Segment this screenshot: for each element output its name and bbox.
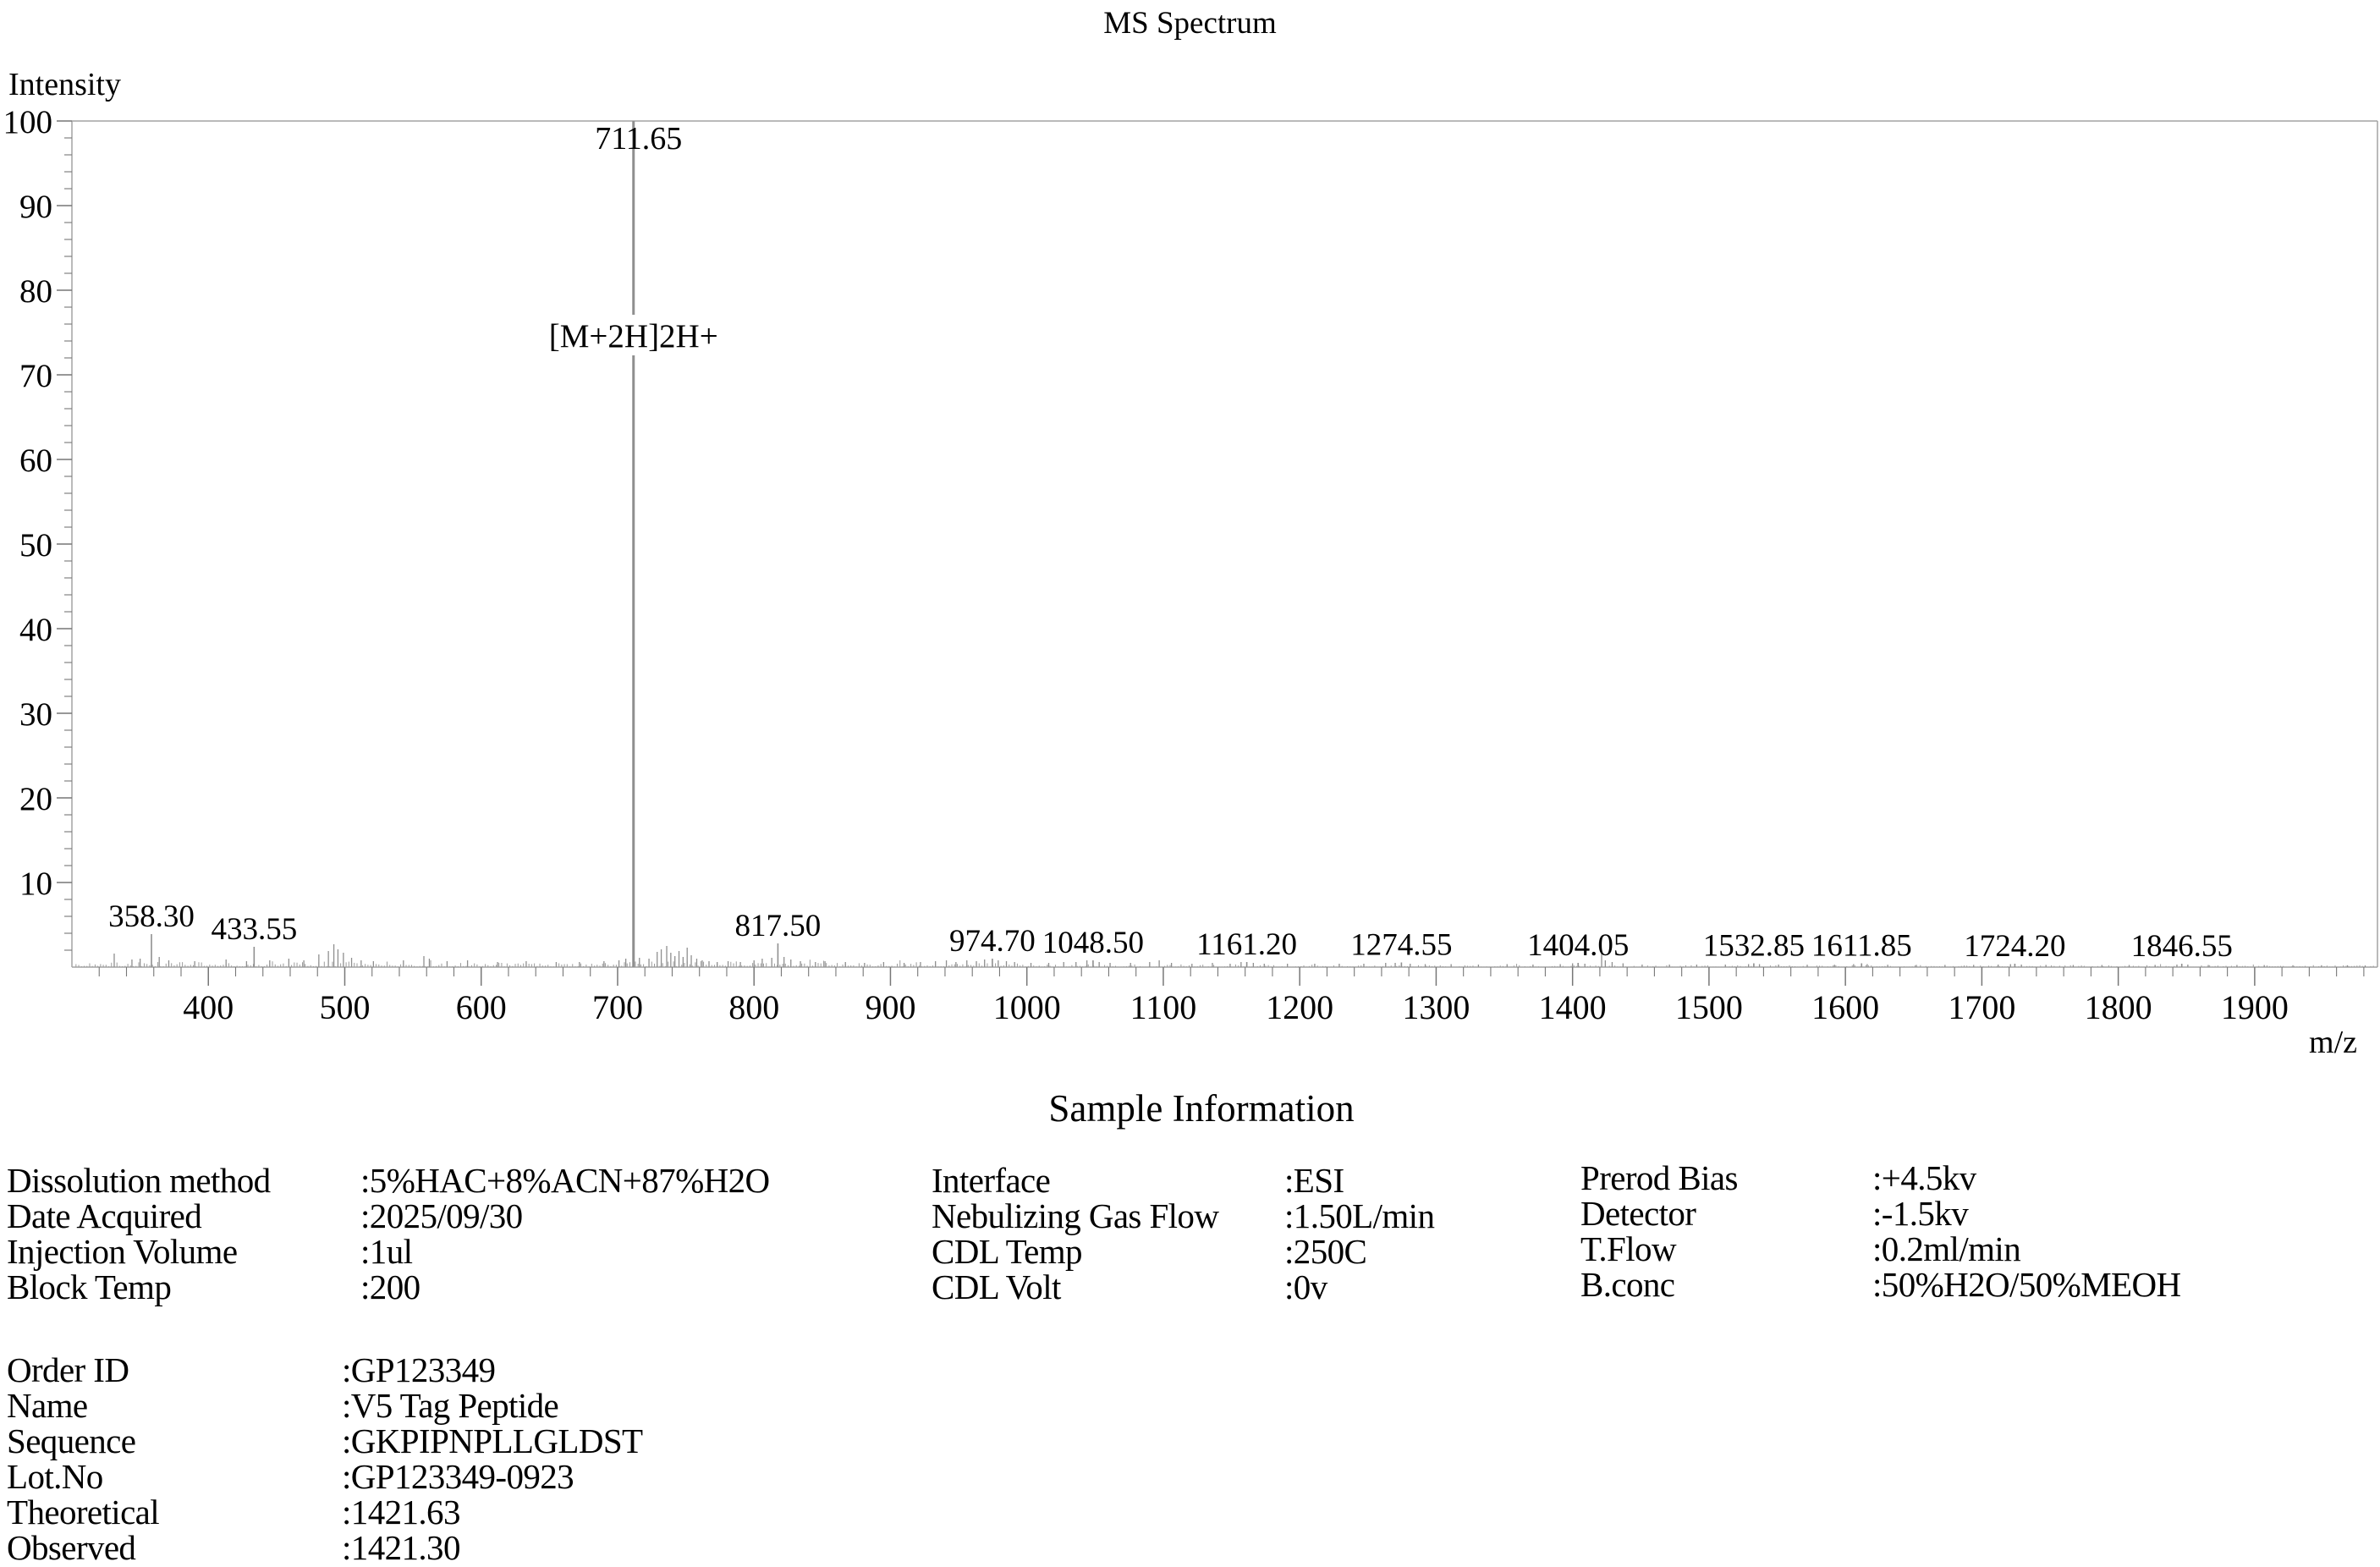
info-label: Injection Volume xyxy=(7,1232,238,1271)
y-tick-label: 10 xyxy=(19,866,52,902)
info-label: T.Flow xyxy=(1580,1229,1677,1268)
x-tick-label: 900 xyxy=(865,988,915,1026)
y-tick-label: 60 xyxy=(19,443,52,479)
y-tick-label: 50 xyxy=(19,527,52,564)
x-tick-label: 1900 xyxy=(2221,988,2289,1026)
info-value: :V5 Tag Peptide xyxy=(342,1386,559,1425)
info-label: Theoretical xyxy=(7,1493,160,1531)
info-label: Nebulizing Gas Flow xyxy=(932,1196,1219,1235)
unlabeled-peaks xyxy=(113,944,2366,967)
info-label: Prerod Bias xyxy=(1580,1158,1738,1197)
info-label: B.conc xyxy=(1580,1265,1675,1304)
x-tick-label: 1700 xyxy=(1948,988,2015,1026)
peak-label: 1846.55 xyxy=(2131,929,2233,964)
sample-info-heading: Sample Information xyxy=(1048,1087,1355,1130)
charge-annotation-label: [M+2H]2H+ xyxy=(549,318,718,355)
info-label: Sequence xyxy=(7,1421,136,1460)
info-label: Date Acquired xyxy=(7,1196,202,1235)
info-label: Order ID xyxy=(7,1350,129,1389)
peak-label: 1274.55 xyxy=(1350,928,1452,963)
peak-label: 1611.85 xyxy=(1811,929,1912,964)
x-axis-ticks: 400 500 600 700 800 900 1000 1100 1200 1300 1400 15… xyxy=(98,967,2365,1026)
info-value: :1.50L/min xyxy=(1284,1196,1435,1235)
peak-label: 358.30 xyxy=(108,899,195,934)
peak-label: 1048.50 xyxy=(1042,926,1144,960)
x-tick-label: 400 xyxy=(183,988,234,1026)
info-label: Name xyxy=(7,1386,88,1425)
y-tick-label: 30 xyxy=(19,696,52,733)
annotation-background xyxy=(552,315,715,355)
info-value: :250C xyxy=(1284,1232,1367,1271)
info-value: :5%HAC+8%ACN+87%H2O xyxy=(360,1161,770,1200)
plot-frame xyxy=(71,120,2378,968)
peak-label: 817.50 xyxy=(735,909,822,943)
y-tick-label: 100 xyxy=(3,104,53,140)
charge-annotation: [M+2H]2H+ xyxy=(549,315,718,355)
peak-labels: 358.30 433.55 711.65 817.50 974.70 1048.50 116… xyxy=(108,121,2233,964)
x-tick-label: 800 xyxy=(728,988,779,1026)
info-label: Interface xyxy=(932,1161,1051,1200)
info-value: :50%H2O/50%MEOH xyxy=(1872,1265,2181,1304)
info-value: :GP123349 xyxy=(342,1350,496,1389)
info-value: :+4.5kv xyxy=(1872,1158,1976,1197)
x-tick-label: 1500 xyxy=(1675,988,1743,1026)
info-value: :-1.5kv xyxy=(1872,1194,1969,1233)
info-value: :1421.63 xyxy=(342,1493,460,1531)
peak-label: 1161.20 xyxy=(1196,927,1297,962)
peak-label: 711.65 xyxy=(595,121,682,157)
x-tick-label: 1600 xyxy=(1811,988,1879,1026)
y-tick-label: 20 xyxy=(19,781,52,817)
info-label: CDL Volt xyxy=(932,1267,1061,1306)
y-axis-ticks: 10 20 30 40 50 60 70 80 90 100 xyxy=(3,104,72,951)
y-axis-title: Intensity xyxy=(8,67,121,102)
x-tick-label: 500 xyxy=(319,988,370,1026)
labeled-peaks xyxy=(151,121,2183,967)
info-value: :GP123349-0923 xyxy=(342,1457,574,1496)
peak-label: 433.55 xyxy=(211,912,297,947)
ms-spectrum-chart: 10 20 30 40 50 60 70 80 90 100 400 500 600 700 800 900 1… xyxy=(3,67,2378,1060)
peak-label: 1724.20 xyxy=(1964,929,2065,964)
x-tick-label: 1400 xyxy=(1539,988,1607,1026)
page-title: MS Spectrum xyxy=(1103,6,1277,41)
info-label: Lot.No xyxy=(7,1457,103,1496)
x-axis-title: m/z xyxy=(2309,1025,2357,1060)
info-value: :0.2ml/min xyxy=(1872,1229,2021,1268)
x-tick-label: 1800 xyxy=(2085,988,2152,1026)
x-tick-label: 1100 xyxy=(1130,988,1197,1026)
peak-label: 1532.85 xyxy=(1703,929,1805,964)
info-label: Observed xyxy=(7,1528,136,1567)
y-tick-label: 80 xyxy=(19,273,52,310)
info-value: :1ul xyxy=(360,1232,413,1271)
peak-label: 974.70 xyxy=(949,924,1036,959)
y-tick-label: 40 xyxy=(19,612,52,648)
peak-label: 1404.05 xyxy=(1527,928,1629,963)
y-tick-label: 90 xyxy=(19,189,52,225)
info-label: Dissolution method xyxy=(7,1161,271,1200)
info-value: :2025/09/30 xyxy=(360,1196,523,1235)
info-value: :0v xyxy=(1284,1267,1327,1306)
info-value: :ESI xyxy=(1284,1161,1344,1200)
info-label: Detector xyxy=(1580,1194,1696,1233)
x-tick-label: 1300 xyxy=(1402,988,1470,1026)
info-value: :1421.30 xyxy=(342,1528,460,1567)
x-tick-label: 1000 xyxy=(993,988,1061,1026)
info-value: :200 xyxy=(360,1267,420,1306)
x-tick-label: 700 xyxy=(592,988,643,1026)
x-tick-label: 600 xyxy=(456,988,507,1026)
x-tick-label: 1200 xyxy=(1266,988,1333,1026)
info-label: CDL Temp xyxy=(932,1232,1083,1271)
y-tick-label: 70 xyxy=(19,358,52,394)
info-value: :GKPIPNPLLGLDST xyxy=(342,1421,643,1460)
info-label: Block Temp xyxy=(7,1267,172,1306)
